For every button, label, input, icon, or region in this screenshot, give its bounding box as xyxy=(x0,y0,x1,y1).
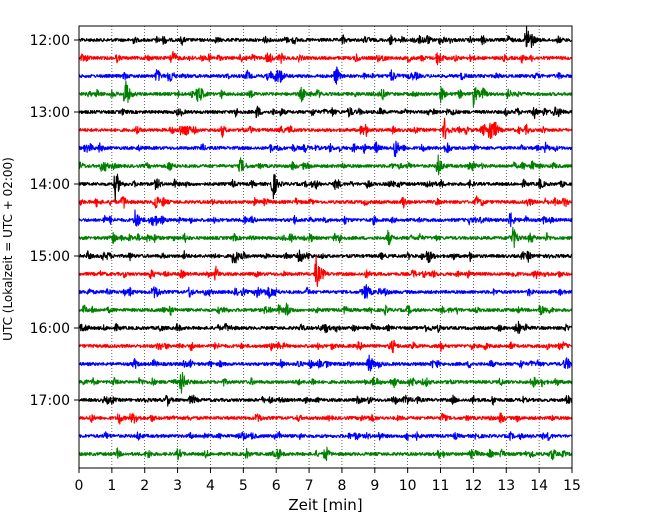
seismogram-trace xyxy=(78,173,573,203)
plot-frame xyxy=(78,25,573,469)
seismogram-trace xyxy=(78,320,573,334)
seismogram-trace xyxy=(78,254,573,288)
x-axis: 0 1 2 3 4 5 6 7 8 9 10 11 12 13 14 15 xyxy=(75,468,581,494)
seismogram-trace xyxy=(78,394,573,407)
x-tick-label: 9 xyxy=(370,478,379,494)
seismogram-trace xyxy=(78,209,573,228)
x-tick-label: 7 xyxy=(305,478,314,494)
x-tick-label: 3 xyxy=(173,478,182,494)
x-axis-title: Zeit [min] xyxy=(288,496,362,514)
x-tick-label: 11 xyxy=(432,478,450,494)
seismogram-trace xyxy=(78,430,573,442)
y-tick-label: 14:00 xyxy=(30,177,70,193)
seismogram-trace xyxy=(78,339,573,354)
y-tick-label: 13:00 xyxy=(30,105,70,121)
x-tick-label: 4 xyxy=(206,478,215,494)
seismogram-trace xyxy=(78,105,573,120)
x-tick-label: 12 xyxy=(464,478,482,494)
seismogram-traces xyxy=(78,25,573,462)
seismogram-trace xyxy=(78,249,573,264)
x-tick-label: 13 xyxy=(497,478,515,494)
seismogram-trace xyxy=(78,80,573,108)
y-tick-label: 17:00 xyxy=(30,393,70,409)
x-tick-label: 0 xyxy=(75,478,84,494)
x-tick-label: 1 xyxy=(107,478,116,494)
seismogram-trace xyxy=(78,51,573,66)
seismogram-trace xyxy=(78,302,573,317)
x-tick-label: 8 xyxy=(337,478,346,494)
x-tick-label: 10 xyxy=(399,478,417,494)
seismogram-trace xyxy=(78,284,573,299)
x-tick-label: 6 xyxy=(272,478,281,494)
seismogram-trace xyxy=(78,446,573,462)
x-tick-label: 14 xyxy=(530,478,548,494)
seismogram-trace xyxy=(78,25,573,49)
seismogram-trace xyxy=(78,412,573,425)
x-tick-label: 2 xyxy=(140,478,149,494)
y-axis-title: UTC (Lokalzeit = UTC + 02:00) xyxy=(1,157,15,341)
y-tick-label: 12:00 xyxy=(30,33,70,49)
seismogram-trace xyxy=(78,226,573,249)
seismogram-trace xyxy=(78,371,573,394)
seismogram-trace xyxy=(78,354,573,372)
y-tick-label: 16:00 xyxy=(30,321,70,337)
x-tick-label: 15 xyxy=(563,478,581,494)
seismogram-trace xyxy=(78,154,573,176)
seismogram-trace xyxy=(78,66,573,85)
y-tick-label: 15:00 xyxy=(30,249,70,265)
seismogram-trace xyxy=(78,117,573,140)
y-axis: 12:00 13:00 14:00 15:00 16:00 17:00 xyxy=(30,33,79,409)
seismogram-trace xyxy=(78,195,573,209)
x-tick-label: 5 xyxy=(239,478,248,494)
seismogram-trace xyxy=(78,140,573,158)
